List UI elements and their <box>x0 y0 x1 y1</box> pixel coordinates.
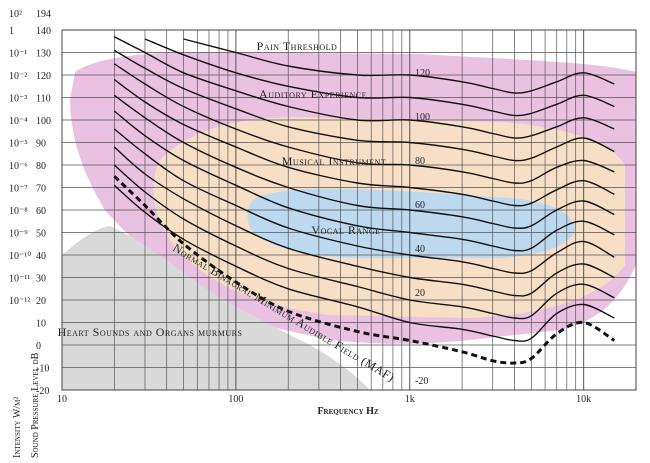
loudness-contour-110 <box>144 38 615 117</box>
musical-instrument-label: Musical Instrument <box>282 154 386 168</box>
intensity-tick-label: 10⁻⁷ <box>9 184 28 195</box>
intensity-tick-label: 1 <box>9 26 14 37</box>
db-tick-label: 140 <box>36 26 51 37</box>
intensity-tick-label: 10⁻¹ <box>9 49 27 60</box>
db-tick-label: 70 <box>36 184 46 195</box>
x-tick-label: 1k <box>405 394 415 405</box>
intensity-tick-label: 10⁻⁶ <box>9 161 28 172</box>
intensity-tick-label: 10⁻⁵ <box>9 139 28 150</box>
phon-label: 40 <box>415 244 425 255</box>
db-tick-label: 130 <box>36 49 51 60</box>
phon-label: 60 <box>415 200 425 211</box>
phon-label: 80 <box>415 156 425 167</box>
db-tick-label: 40 <box>36 251 46 262</box>
intensity-tick-label: 10⁻² <box>9 71 27 82</box>
phon-label: 20 <box>415 288 425 299</box>
loudness-contour-10 <box>113 184 615 342</box>
chart-grid <box>61 29 637 391</box>
background-regions <box>62 52 636 390</box>
db-tick-label: 100 <box>36 116 51 127</box>
intensity-tick-label: 10⁻⁹ <box>9 229 28 240</box>
intensity-tick-label: 10² <box>9 9 22 20</box>
loudness-contour-30 <box>113 146 615 297</box>
x-tick-label: 10 <box>57 394 67 405</box>
db-tick-label: 20 <box>36 296 46 307</box>
intensity-tick-label: 10⁻¹⁰ <box>9 251 31 262</box>
db-tick-label: 0 <box>36 341 41 352</box>
db-tick-label: 80 <box>36 161 46 172</box>
intensity-tick-label: 10⁻³ <box>9 94 27 105</box>
watermark-line-1: 河源家庭影院导购与家庭影院装修网 <box>402 407 578 421</box>
loudness-contour-70 <box>113 78 615 207</box>
loudness-contours: 120 100 80 60 40 20 -20 <box>113 36 616 387</box>
db-tick-label: -20 <box>36 386 49 397</box>
db-tick-label: 60 <box>36 206 46 217</box>
y-axis-title-spl: Sound Pressure Level dB <box>30 352 41 458</box>
db-tick-label: 120 <box>36 71 51 82</box>
watermark: 河源家庭影院导购与家庭影院装修网 资讯 导购 评测 www.av199.com <box>402 407 578 439</box>
db-tick-label: 10 <box>36 319 46 330</box>
loudness-contour-100 <box>113 36 615 139</box>
heart-sounds-region <box>62 226 370 390</box>
loudness-contour-120 <box>183 38 615 94</box>
phon-label: 100 <box>415 112 430 123</box>
x-axis-title: Frequency Hz <box>317 406 378 417</box>
vocal-range-region <box>247 188 575 258</box>
loudness-contour-50 <box>113 110 615 252</box>
plot-frame <box>61 29 637 391</box>
db-tick-label: 50 <box>36 229 46 240</box>
db-tick-label: 30 <box>36 274 46 285</box>
pain-threshold-label: Pain Threshold <box>257 39 338 53</box>
loudness-contour-80 <box>113 63 615 184</box>
heart-sounds-label: Heart Sounds and Organs murmurs <box>58 325 243 339</box>
y-axis-title-intensity: Intensity W/m² <box>12 397 23 458</box>
loudness-contour-20 <box>113 164 615 320</box>
loudness-contour-60 <box>113 94 615 229</box>
x-tick-label: 100 <box>228 394 243 405</box>
db-tick-label: -10 <box>36 364 49 375</box>
loudness-contour-40 <box>113 128 615 275</box>
y-axis: 1401301201101009080706050403020100-10-20… <box>9 9 51 397</box>
auditory-experience-label: Auditory Experience <box>259 87 367 101</box>
phon-label: 120 <box>415 68 430 79</box>
loudness-contour-90 <box>113 49 615 162</box>
x-tick-label: 10k <box>576 394 591 405</box>
intensity-tick-label: 10⁻¹¹ <box>9 274 30 285</box>
db-top-label: 194 <box>36 9 51 20</box>
watermark-line-2: 资讯 导购 评测 www.av199.com <box>402 425 569 439</box>
db-tick-label: 90 <box>36 139 46 150</box>
intensity-tick-label: 10⁻⁴ <box>9 116 28 127</box>
vocal-range-label: Vocal Range <box>311 223 380 237</box>
intensity-tick-label: 10⁻⁸ <box>9 206 28 217</box>
intensity-tick-label: 10⁻¹² <box>9 296 30 307</box>
db-tick-label: 110 <box>36 94 51 105</box>
phon-label: -20 <box>415 376 428 387</box>
maf-threshold-curve <box>113 175 616 365</box>
x-axis: 10 100 1k 10k <box>57 394 591 405</box>
